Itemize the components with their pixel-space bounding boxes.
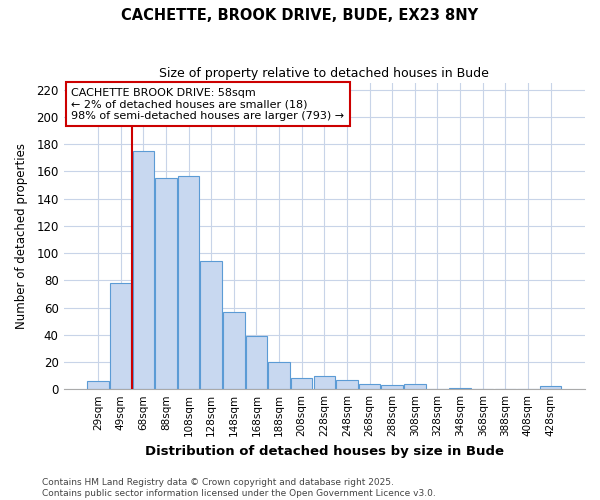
- Text: CACHETTE BROOK DRIVE: 58sqm
← 2% of detached houses are smaller (18)
98% of semi: CACHETTE BROOK DRIVE: 58sqm ← 2% of deta…: [71, 88, 344, 121]
- Bar: [359, 384, 380, 389]
- Y-axis label: Number of detached properties: Number of detached properties: [15, 143, 28, 329]
- Text: Contains HM Land Registry data © Crown copyright and database right 2025.
Contai: Contains HM Land Registry data © Crown c…: [42, 478, 436, 498]
- Bar: [133, 151, 154, 389]
- Text: CACHETTE, BROOK DRIVE, BUDE, EX23 8NY: CACHETTE, BROOK DRIVE, BUDE, EX23 8NY: [121, 8, 479, 22]
- Bar: [223, 312, 245, 389]
- Bar: [110, 283, 131, 389]
- Title: Size of property relative to detached houses in Bude: Size of property relative to detached ho…: [160, 68, 489, 80]
- X-axis label: Distribution of detached houses by size in Bude: Distribution of detached houses by size …: [145, 444, 504, 458]
- Bar: [268, 362, 290, 389]
- Bar: [336, 380, 358, 389]
- Bar: [449, 388, 471, 389]
- Bar: [178, 176, 199, 389]
- Bar: [291, 378, 313, 389]
- Bar: [314, 376, 335, 389]
- Bar: [404, 384, 425, 389]
- Bar: [245, 336, 267, 389]
- Bar: [87, 381, 109, 389]
- Bar: [540, 386, 561, 389]
- Bar: [155, 178, 176, 389]
- Bar: [200, 262, 222, 389]
- Bar: [382, 385, 403, 389]
